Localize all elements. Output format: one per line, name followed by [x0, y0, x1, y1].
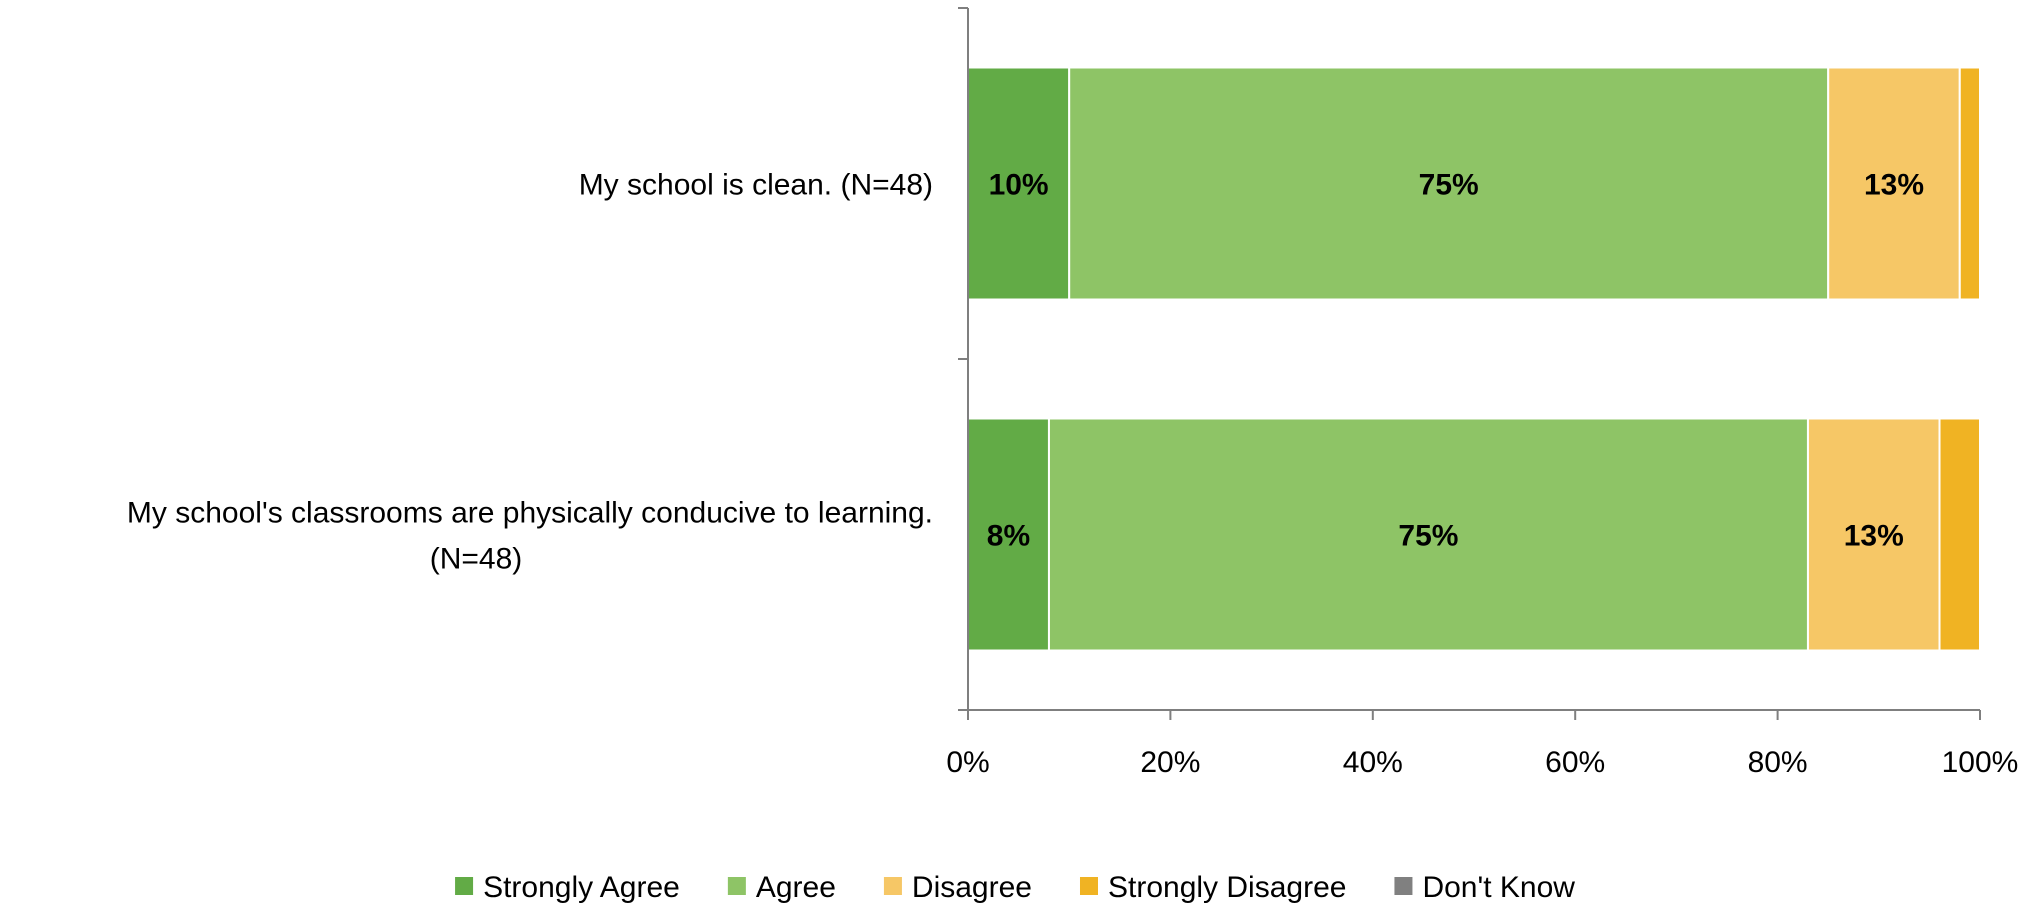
legend-item-agree: Agree	[727, 871, 836, 904]
legend-item-don-t-know: Don't Know	[1394, 871, 1575, 904]
bar-segment-disagree-cat1	[1827, 66, 1961, 301]
x-tick-labels-group: 0% 20% 40% 60% 80% 100%	[946, 746, 2018, 779]
legend-swatch-don-t-know	[1394, 877, 1413, 895]
legend-item-strongly-disagree: Strongly Disagree	[1079, 871, 1346, 904]
legend-item-strongly-agree: Strongly Agree	[455, 871, 680, 904]
legend-swatch-strongly-agree	[455, 877, 474, 895]
bars-group	[967, 66, 1982, 652]
x-tick-label-60: 60%	[1545, 746, 1605, 779]
axes-group	[958, 7, 1981, 720]
legend-swatch-strongly-disagree	[1079, 877, 1098, 895]
x-tick-label-40: 40%	[1343, 746, 1403, 779]
bar-segment-strongly-agree-cat1	[967, 66, 1071, 301]
data-label-strongly-agree-cat2: 8%	[987, 520, 1030, 553]
bar-segment-strongly-disagree-cat2	[1938, 417, 1982, 652]
legend-swatch-agree	[727, 877, 746, 895]
data-labels-group: 10% 75% 13% 8% 75% 13%	[987, 169, 1924, 553]
x-tick-label-0: 0%	[946, 746, 989, 779]
legend-swatch-disagree	[883, 877, 902, 895]
x-tick-label-80: 80%	[1748, 746, 1808, 779]
data-label-agree-cat2: 75%	[1398, 520, 1458, 553]
legend: Strongly Agree Agree Disagree Strongly Disa…	[455, 871, 1575, 904]
legend-label-don-t-know: Don't Know	[1422, 871, 1575, 904]
category-label-2-line-1: My school's classrooms are physically co…	[127, 497, 933, 530]
bar-segment-agree-cat2	[1047, 417, 1809, 652]
data-label-strongly-agree-cat1: 10%	[989, 169, 1049, 202]
legend-label-disagree: Disagree	[912, 871, 1032, 904]
data-label-agree-cat1: 75%	[1419, 169, 1479, 202]
legend-label-strongly-disagree: Strongly Disagree	[1108, 871, 1346, 904]
bar-segment-strongly-disagree-cat1	[1958, 66, 1982, 301]
category-label-1-line-1: My school is clean. (N=48)	[579, 169, 933, 202]
category-labels-group: My school is clean. (N=48) My school's cl…	[127, 169, 933, 576]
legend-label-strongly-agree: Strongly Agree	[483, 871, 680, 904]
bar-segment-agree-cat1	[1068, 66, 1830, 301]
data-label-disagree-cat2: 13%	[1844, 520, 1904, 553]
legend-label-agree: Agree	[756, 871, 836, 904]
x-tick-label-20: 20%	[1140, 746, 1200, 779]
legend-item-disagree: Disagree	[883, 871, 1032, 904]
bar-segment-disagree-cat2	[1806, 417, 1941, 652]
x-tick-label-100: 100%	[1942, 746, 2019, 779]
data-label-disagree-cat1: 13%	[1864, 169, 1924, 202]
category-label-2-line-2: (N=48)	[430, 543, 523, 576]
